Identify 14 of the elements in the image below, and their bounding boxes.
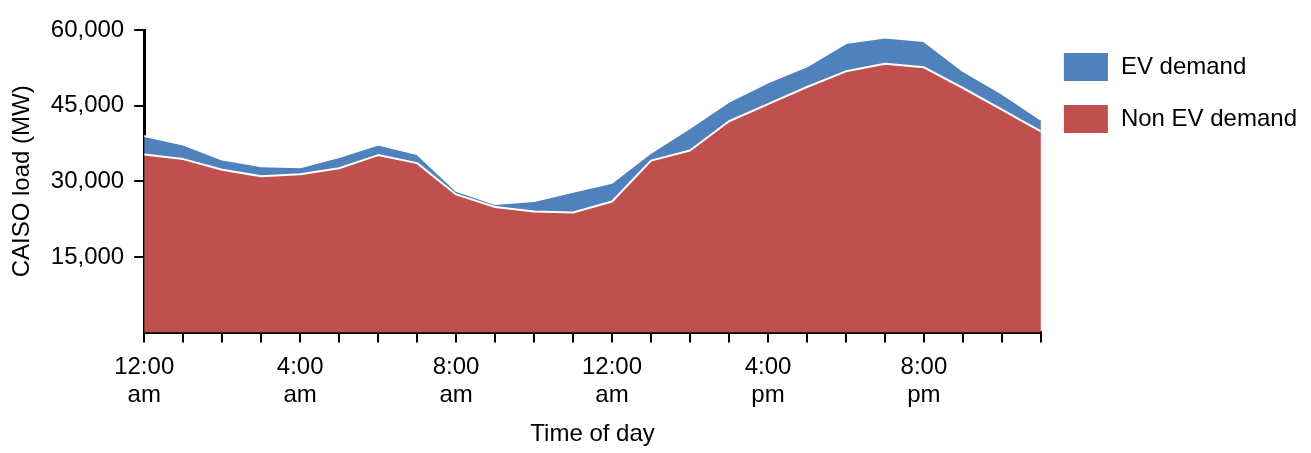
y-axis-title: CAISO load (MW) bbox=[7, 85, 35, 278]
y-tick-label: 45,000 bbox=[50, 90, 125, 118]
x-tick-label: 4:00 am bbox=[276, 351, 324, 408]
x-tick-label: 8:00 pm bbox=[900, 351, 948, 408]
y-tick-label: 30,000 bbox=[50, 165, 125, 193]
x-tick-label: 12:00 am bbox=[582, 351, 643, 408]
y-tick-label: 60,000 bbox=[50, 14, 125, 42]
x-tick-label: 12:00 am bbox=[114, 351, 175, 408]
legend-label: EV demand bbox=[1120, 51, 1247, 79]
y-tick-label: 15,000 bbox=[50, 241, 125, 269]
legend-label: Non EV demand bbox=[1120, 103, 1297, 131]
x-axis-title: Time of day bbox=[530, 419, 655, 447]
x-tick-label: 4:00 pm bbox=[744, 351, 792, 408]
x-tick-label: 8:00 am bbox=[432, 351, 480, 408]
